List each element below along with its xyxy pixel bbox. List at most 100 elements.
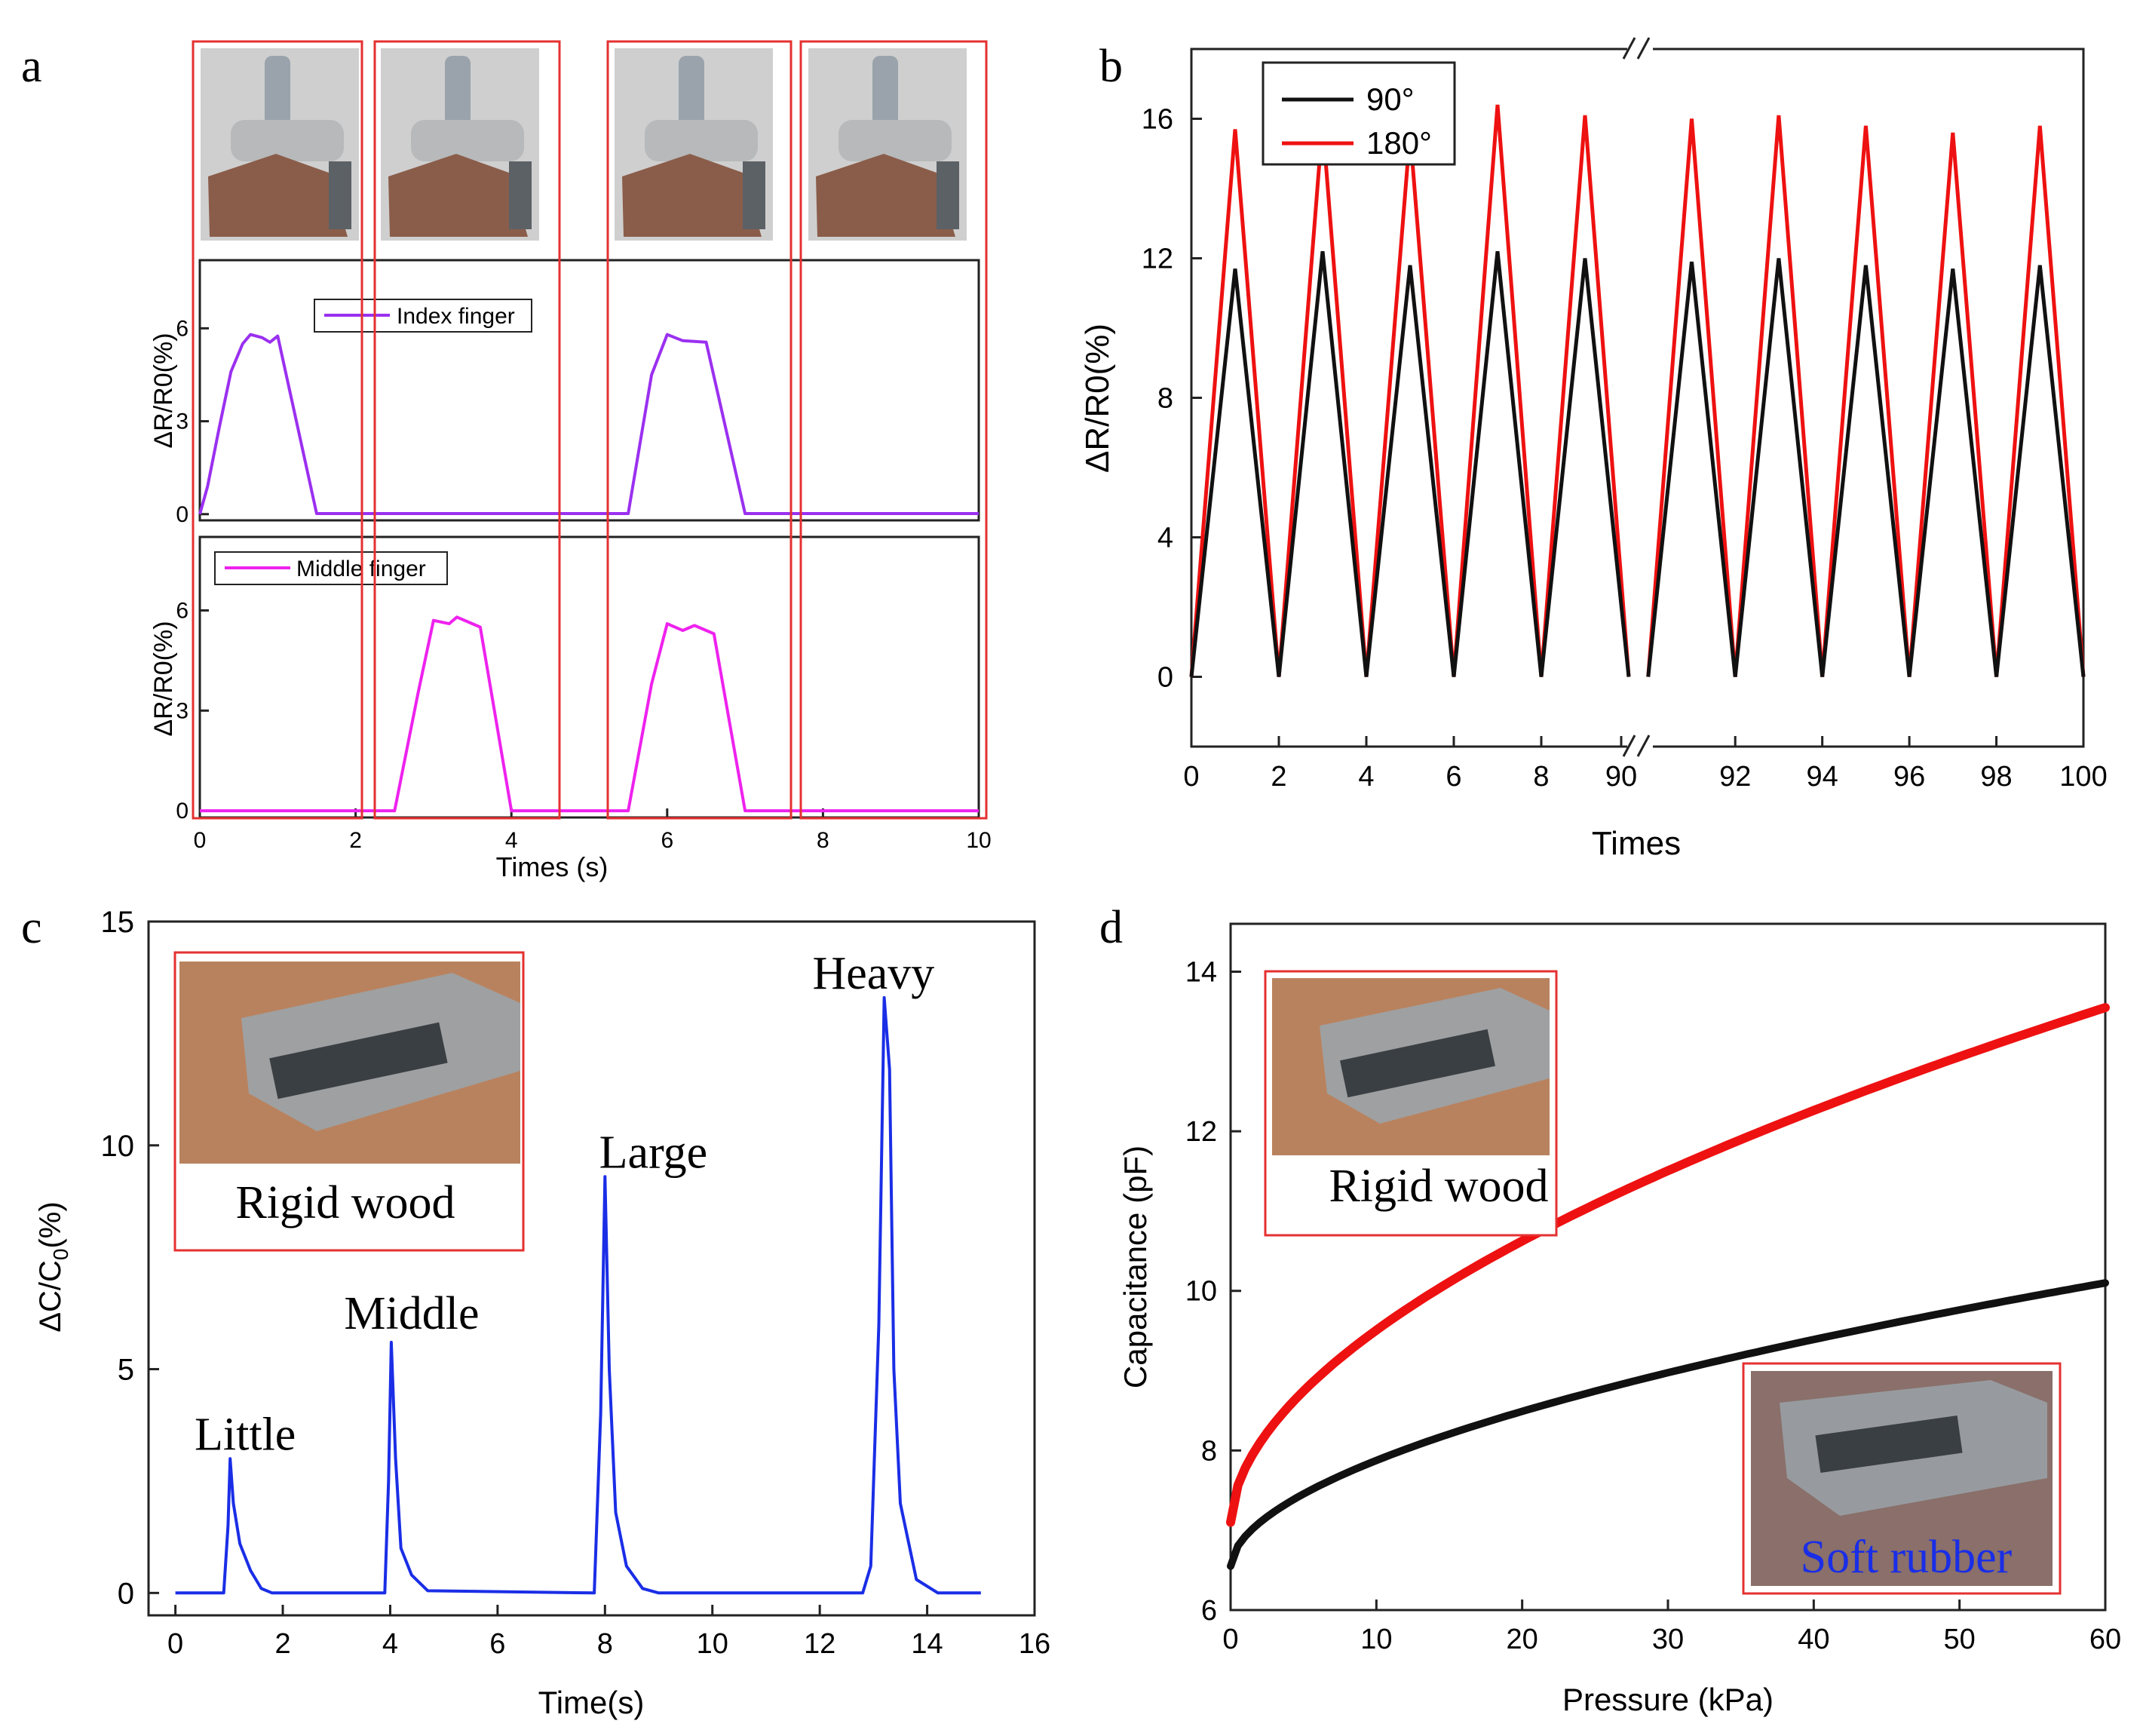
- axis-break-top-mark-1: [1622, 37, 1636, 60]
- ytick-label-2: 8: [1157, 383, 1173, 415]
- time-window-frame-4: [799, 40, 988, 820]
- index-plot-yticks: 0 3 6: [176, 316, 209, 527]
- xtick-right-label-1: 92: [1719, 761, 1751, 793]
- xtick-label-0: 0: [167, 1628, 183, 1660]
- ytick-label-2: 6: [176, 316, 189, 341]
- panel-letter-d: d: [1099, 902, 1123, 953]
- xtick-label-2: 20: [1507, 1624, 1538, 1655]
- xtick-left-label-4: 8: [1533, 761, 1549, 793]
- xtick-label-3: 6: [661, 828, 673, 853]
- xtick-label-0: 0: [194, 828, 207, 853]
- rigid-wood-inset: [173, 951, 525, 1252]
- rigid-wood-inset-d-label: Rigid wood: [1329, 1161, 1548, 1212]
- middle-finger-line: [200, 615, 979, 813]
- axis-break-marks: [1622, 37, 1653, 758]
- xtick-label-6: 60: [2089, 1624, 2121, 1655]
- hand-photos: [201, 48, 967, 241]
- soft-rubber-inset-label: Soft rubber: [1801, 1532, 2013, 1583]
- ytick-label-1: 3: [176, 698, 189, 723]
- ytick-label-3: 12: [1185, 1116, 1217, 1148]
- ytick-label-2: 10: [101, 1130, 135, 1163]
- xtick-label-4: 8: [597, 1628, 613, 1660]
- xtick-label-8: 16: [1019, 1628, 1050, 1660]
- xtick-label-5: 50: [1944, 1624, 1976, 1655]
- panel-c-xticks: 0 2 4 6 8 10 12 14 16: [167, 1605, 1050, 1660]
- panel-b-ylabel: ΔR/R0(%): [1079, 324, 1116, 473]
- inset-photo-finger-pad: [1815, 1415, 1963, 1473]
- thumb-shape: [743, 161, 765, 229]
- ytick-label-3: 12: [1142, 244, 1173, 275]
- xtick-label-4: 40: [1798, 1624, 1829, 1655]
- xtick-label-3: 30: [1652, 1624, 1684, 1655]
- thumb-shape: [329, 161, 351, 229]
- series-soft-rubber-curve: [1227, 1279, 2109, 1570]
- xtick-right-label-2: 94: [1807, 761, 1838, 793]
- panel-d-yticks: 6 8 10 12 14: [1185, 956, 1241, 1627]
- ytick-label-4: 16: [1142, 104, 1173, 136]
- inset-photo-finger-pad: [269, 1022, 448, 1100]
- xtick-left-label-1: 2: [1271, 761, 1286, 793]
- ytick-label-1: 4: [1157, 523, 1173, 554]
- middle-plot-xlabel: Times (s): [496, 851, 609, 882]
- ytick-label-2: 10: [1185, 1276, 1217, 1308]
- middle-plot-xticks: 0 2 4 6 8 10: [194, 808, 992, 853]
- xtick-label-1: 2: [274, 1628, 290, 1660]
- hand-photo-1: [201, 48, 359, 241]
- series-0-left-line: [1189, 251, 1631, 677]
- annotation-middle: Middle: [344, 1288, 479, 1339]
- ytick-label-1: 8: [1201, 1435, 1217, 1467]
- panel-b-yticks: 0 4 8 12 16: [1142, 104, 1202, 694]
- series-1-right-line: [1646, 115, 2086, 677]
- panel-d-xticks: 0 10 20 30 40 50 60: [1222, 1600, 2121, 1655]
- legend-label-90deg: 90°: [1366, 81, 1415, 117]
- xtick-label-0: 0: [1222, 1624, 1238, 1655]
- panel-c-ylabel: ΔC/C0(%): [34, 1201, 72, 1332]
- panel-c: 0 5 10 15 0 2 4 6 8 10 12 14 16 Little Middle Large He…: [34, 906, 1050, 1720]
- xtick-label-2: 4: [382, 1628, 398, 1660]
- axis-break-top-mark-2: [1636, 37, 1651, 60]
- rigid-wood-inset-d: [1264, 970, 1558, 1237]
- axis-break-bottom-mark-1: [1622, 735, 1636, 757]
- knuckle-shape: [645, 120, 758, 161]
- panel-b-legend-box: [1262, 61, 1456, 166]
- xtick-right-label-4: 98: [1980, 761, 2012, 793]
- panel-c-ylabel-tail: (%): [34, 1201, 67, 1248]
- ytick-label-1: 5: [118, 1354, 134, 1387]
- index-finger-plot: 0 3 6 Index finger ΔR/R0(%): [149, 259, 980, 527]
- middle-plot-frame: [198, 535, 980, 819]
- index-plot-frame: [198, 259, 980, 522]
- inset-photo-finger-pad: [1339, 1029, 1496, 1098]
- rigid-wood-inset-label: Rigid wood: [235, 1177, 455, 1228]
- panel-d: 6 8 10 12 14 0 10 20 30 40 50 60 Rigid wood Soft r…: [1117, 922, 2121, 1717]
- annotation-heavy: Heavy: [812, 948, 934, 999]
- capacitance-signal-line: [175, 995, 981, 1595]
- ytick-label-0: 6: [1201, 1595, 1217, 1627]
- index-legend-box: [314, 299, 532, 333]
- time-window-frame-2: [373, 40, 561, 820]
- panel-letter-b: b: [1099, 41, 1123, 92]
- xtick-label-1: 10: [1360, 1624, 1392, 1655]
- time-window-frame-3: [606, 40, 793, 820]
- panel-c-xlabel: Time(s): [538, 1685, 645, 1720]
- ytick-label-3: 15: [101, 906, 135, 939]
- hand-photo-4: [808, 48, 967, 241]
- xtick-label-4: 8: [817, 828, 829, 853]
- thumb-shape: [509, 161, 532, 229]
- panel-b: 0 4 8 12 16 0 2 4 6 8 90 92 94 96 98 100 90° 180° ΔR/R…: [1079, 37, 2108, 862]
- hand-photo-2: [381, 48, 539, 241]
- panel-b-xlabel: Times: [1592, 825, 1681, 862]
- wood-block-shape: [208, 154, 348, 237]
- xtick-label-1: 2: [349, 828, 362, 853]
- xtick-label-3: 6: [489, 1628, 505, 1660]
- xtick-left-label-3: 6: [1446, 761, 1461, 793]
- panel-d-xlabel: Pressure (kPa): [1562, 1682, 1774, 1717]
- xtick-label-2: 4: [505, 828, 518, 853]
- knuckle-shape: [231, 120, 344, 161]
- index-legend-label: Index finger: [397, 304, 515, 329]
- ytick-label-1: 3: [176, 409, 189, 434]
- knuckle-shape: [411, 120, 524, 161]
- xtick-left-label-0: 0: [1183, 761, 1199, 793]
- ytick-label-4: 14: [1185, 956, 1217, 988]
- wood-block-shape: [816, 154, 955, 237]
